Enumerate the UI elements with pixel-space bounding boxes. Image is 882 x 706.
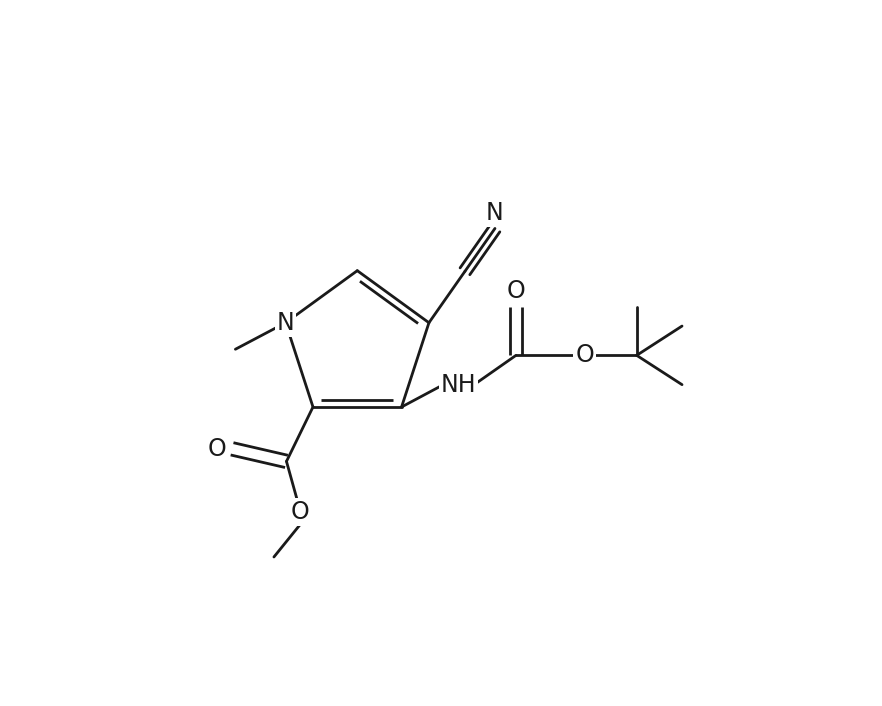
Text: O: O bbox=[207, 437, 226, 461]
Text: O: O bbox=[575, 343, 594, 367]
Text: O: O bbox=[506, 279, 526, 303]
Text: N: N bbox=[486, 201, 504, 225]
Text: N: N bbox=[277, 311, 295, 335]
Text: NH: NH bbox=[441, 373, 476, 397]
Text: O: O bbox=[291, 500, 310, 524]
